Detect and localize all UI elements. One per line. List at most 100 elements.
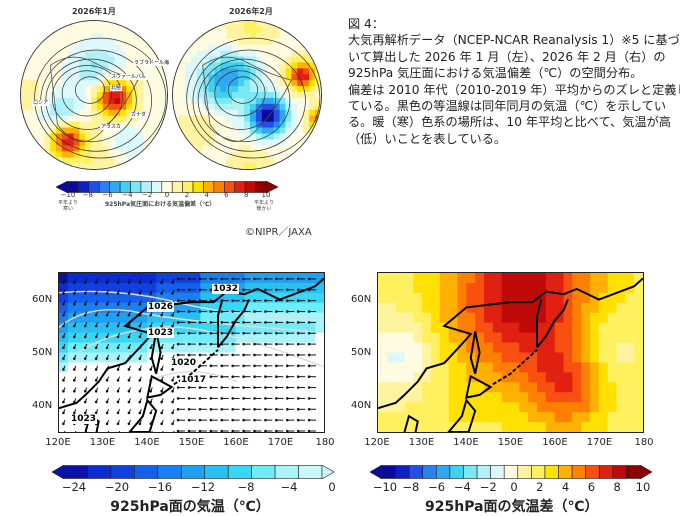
caption-line: る。暖（寒）色系の場所は、10 年平均と比べて、気温が高 [348, 115, 671, 130]
map-label-labrador: ラブラドール海 [133, 60, 171, 66]
x-tick: 130E [408, 437, 435, 448]
caption-line: いて算出した 2026 年 1 月（左）、2026 年 2 月（右）の [348, 49, 666, 64]
colorbar-tick: −6 [102, 191, 113, 199]
anomaly-map-title: 925hPa面の気温差（℃） [425, 499, 599, 515]
colorbar-swatch [490, 465, 505, 479]
map-label-svalbard: スヴァールバル [110, 74, 148, 80]
temp-map-title: 925hPa面の気温（℃） [110, 499, 270, 515]
caption-line: 偏差は 2010 年代（2010-2019 年）平均からのズレと定義し [348, 82, 680, 97]
isobar-label: 1020 [170, 358, 198, 368]
colorbar-swatch [422, 465, 437, 479]
isobar-label: 1023 [147, 328, 175, 338]
x-tick: 170E [267, 437, 294, 448]
map-label-arctic: 北極 [110, 85, 123, 91]
colorbar-tick: −4 [453, 480, 471, 494]
caption-line: 図 4： [348, 17, 385, 31]
colorbar-tick: 10 [635, 480, 651, 494]
colorbar-swatch [157, 465, 182, 479]
colorbar-swatch [436, 465, 451, 479]
jan-map-title: 2026年1月 [72, 7, 116, 16]
colorbar-tick: −8 [82, 191, 93, 199]
colorbar-tick: 0 [164, 191, 170, 199]
colorbar-tick: −4 [280, 480, 298, 494]
colorbar-swatch [476, 465, 491, 479]
colorbar-swatch [517, 465, 532, 479]
cold-note: 平年より寒い [58, 200, 78, 212]
isobar-label: 1017 [180, 375, 208, 385]
figure-caption: 図 4： 大気再解析データ（NCEP-NCAR Reanalysis 1）※5 … [348, 16, 680, 147]
caption-line: ている。黒色の等温線は同年同月の気温（℃）を示してい [348, 99, 667, 114]
copyright: ©NIPR／JAXA [245, 227, 312, 238]
feb-map-title: 2026年2月 [229, 7, 273, 16]
colorbar-tick: 10 [261, 191, 271, 199]
caption-line: 大気再解析データ（NCEP-NCAR Reanalysis 1）※5 に基づ [348, 33, 680, 48]
colorbar-tick: 6 [224, 191, 229, 199]
top-colorbar-ticks: −10 −8 −6 −4 −2 0 2 4 6 8 10 [61, 191, 271, 201]
x-tick: 120E [364, 437, 390, 448]
x-tick: 150E [178, 437, 205, 448]
colorbar-tick: −8 [237, 480, 255, 494]
colorbar-tick: 2 [536, 480, 544, 494]
colorbar-swatch [544, 465, 559, 479]
anomaly-colorbar [369, 464, 653, 480]
x-tick: 160E [223, 437, 249, 448]
colorbar-swatch [87, 465, 112, 479]
temperature-wind-map [58, 272, 325, 433]
colorbar-tick: −24 [61, 480, 87, 494]
colorbar-swatch [449, 465, 464, 479]
colorbar-tick: −16 [147, 480, 173, 494]
caption-line: （低）いことを表している。 [348, 131, 507, 146]
top-colorbar-label: 925hPa気圧面における気温偏差（℃） [105, 201, 216, 208]
x-tick: 140E [453, 437, 479, 448]
isobar-label: 1032 [212, 284, 240, 294]
colorbar-tick: −20 [104, 480, 130, 494]
temperature-anomaly-map [377, 272, 644, 433]
colorbar-swatch [503, 465, 519, 479]
colorbar-swatch [395, 465, 410, 479]
colorbar-swatch [110, 465, 135, 479]
colorbar-tick: −8 [402, 480, 420, 494]
colorbar-tick: −10 [372, 480, 398, 494]
colorbar-swatch [558, 465, 573, 479]
x-tick: 170E [586, 437, 613, 448]
colorbar-tick: −12 [190, 480, 216, 494]
y-tick: 40N [32, 400, 53, 411]
colorbar-tick: −4 [122, 191, 133, 199]
colorbar-tick: −2 [479, 480, 497, 494]
colorbar-swatch [251, 465, 276, 479]
colorbar-tick: −6 [428, 480, 446, 494]
warm-note: 平年より暖かい [254, 200, 274, 212]
colorbar-swatch [63, 465, 88, 479]
colorbar-swatch [204, 465, 229, 479]
colorbar-swatch [180, 465, 206, 479]
isobar-label: 1026 [147, 302, 175, 312]
x-tick: 140E [134, 437, 160, 448]
y-tick: 50N [32, 347, 53, 358]
colorbar-tick: 6 [587, 480, 596, 494]
colorbar-tick: 8 [243, 191, 249, 199]
colorbar-swatch [598, 465, 614, 479]
x-tick: 130E [89, 437, 116, 448]
colorbar-swatch [626, 465, 641, 479]
colorbar-swatch [298, 465, 323, 479]
colorbar-swatch [134, 465, 159, 479]
colorbar-swatch [463, 465, 478, 479]
colorbar-swatch [408, 465, 424, 479]
y-tick: 40N [351, 400, 372, 411]
y-tick: 60N [32, 294, 53, 305]
x-tick: 120E [45, 437, 71, 448]
y-tick: 50N [351, 347, 372, 358]
colorbar-swatch [227, 465, 252, 479]
map-label-canada: カナダ [130, 112, 148, 118]
colorbar-swatch [381, 465, 396, 479]
feb-anomaly-globe [172, 20, 322, 170]
colorbar-tick: 0 [328, 480, 336, 494]
jan-anomaly-globe [20, 20, 168, 170]
x-tick: 150E [497, 437, 524, 448]
top-colorbar [55, 178, 279, 194]
map-label-alaska: アラスカ [100, 124, 122, 130]
x-tick: 180 [315, 437, 335, 448]
x-tick: 180 [634, 437, 654, 448]
colorbar-tick: 0 [510, 480, 518, 494]
map-label-russia: ロシア [32, 100, 50, 106]
